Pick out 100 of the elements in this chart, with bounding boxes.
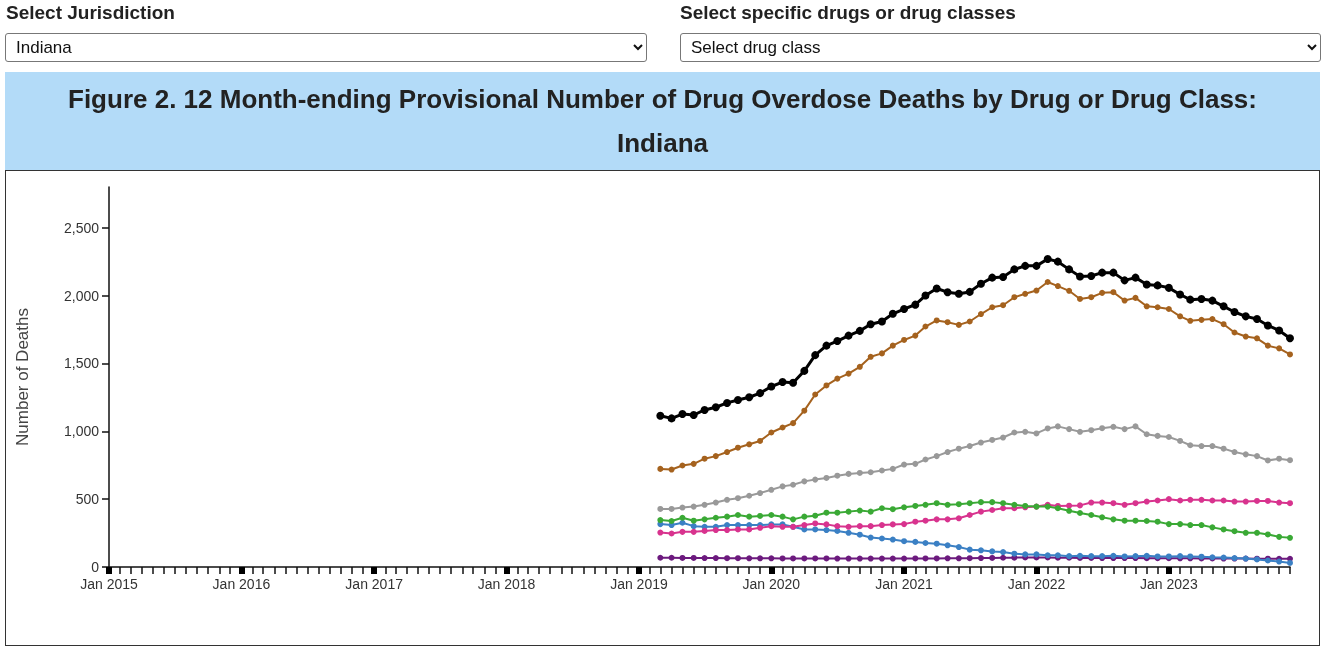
point — [1088, 294, 1095, 301]
x-tick-label: Jan 2019 — [610, 576, 668, 592]
point — [922, 456, 929, 463]
point — [889, 342, 896, 349]
point — [912, 460, 919, 467]
point — [1000, 554, 1007, 561]
x-tick-label: Jan 2015 — [80, 576, 139, 592]
point — [889, 555, 896, 562]
point — [901, 336, 908, 343]
point — [944, 555, 951, 562]
point — [779, 424, 786, 431]
point — [657, 505, 664, 512]
point — [977, 508, 984, 515]
point — [1143, 303, 1150, 310]
point — [1076, 272, 1084, 281]
point — [999, 272, 1008, 281]
point — [1076, 502, 1083, 509]
point — [867, 523, 874, 530]
point — [679, 504, 686, 511]
point — [955, 555, 962, 562]
point — [878, 505, 885, 512]
point — [878, 350, 885, 357]
point — [1142, 280, 1151, 289]
point — [1011, 501, 1018, 508]
point — [1099, 499, 1106, 506]
point — [1066, 507, 1073, 514]
point — [1231, 449, 1238, 456]
point — [954, 289, 963, 298]
point — [833, 337, 842, 346]
point — [712, 527, 719, 534]
point — [834, 375, 841, 382]
x-tick-label: Jan 2017 — [345, 576, 404, 592]
point — [944, 319, 951, 326]
point — [768, 512, 775, 519]
point — [811, 351, 820, 360]
point — [845, 370, 852, 377]
point — [922, 501, 929, 508]
point — [1287, 559, 1293, 566]
point — [1099, 425, 1106, 432]
point — [889, 536, 896, 543]
point — [712, 453, 719, 460]
point — [1143, 517, 1150, 524]
point — [856, 531, 863, 538]
point — [1032, 261, 1041, 270]
point — [989, 548, 996, 555]
point — [944, 501, 951, 508]
y-tick-label: 2,500 — [63, 219, 100, 236]
point — [912, 538, 919, 545]
point — [679, 554, 686, 561]
point — [1099, 514, 1106, 521]
point — [989, 436, 996, 443]
point — [878, 535, 885, 542]
point — [1054, 283, 1061, 290]
point — [1165, 521, 1172, 528]
point — [690, 523, 697, 530]
point — [912, 332, 919, 339]
y-axis-title: Number of Deaths — [13, 308, 32, 446]
y-tick-label: 500 — [75, 491, 100, 508]
point — [801, 478, 808, 485]
point — [790, 516, 797, 523]
y-tick-label: 0 — [91, 559, 100, 575]
point — [757, 555, 764, 562]
point — [757, 490, 764, 497]
point — [724, 513, 731, 520]
point — [1154, 304, 1161, 311]
point — [1065, 265, 1074, 274]
point — [1022, 290, 1029, 297]
point — [667, 414, 676, 423]
point — [834, 555, 841, 562]
point — [1000, 505, 1007, 512]
point — [1254, 529, 1260, 536]
point — [900, 305, 909, 313]
point — [878, 555, 885, 562]
point — [955, 501, 962, 508]
point — [823, 521, 830, 528]
point — [1264, 457, 1271, 464]
point — [757, 512, 764, 519]
point — [1177, 497, 1184, 504]
point — [768, 486, 775, 493]
point — [955, 445, 962, 452]
point — [812, 512, 819, 519]
point — [856, 507, 863, 514]
point — [921, 291, 930, 300]
point — [1165, 306, 1172, 313]
point — [1121, 426, 1128, 433]
point — [1132, 500, 1139, 507]
point — [812, 526, 819, 533]
point — [1287, 534, 1293, 541]
point — [933, 453, 940, 460]
point — [1076, 295, 1083, 302]
point — [1044, 279, 1051, 285]
point — [1286, 334, 1294, 343]
point — [901, 555, 908, 562]
point — [1053, 257, 1062, 266]
point — [823, 555, 830, 562]
point — [723, 398, 732, 407]
point — [1197, 294, 1206, 303]
point — [1276, 455, 1283, 462]
x-tick-label: Jan 2021 — [875, 576, 934, 592]
point — [878, 522, 885, 529]
